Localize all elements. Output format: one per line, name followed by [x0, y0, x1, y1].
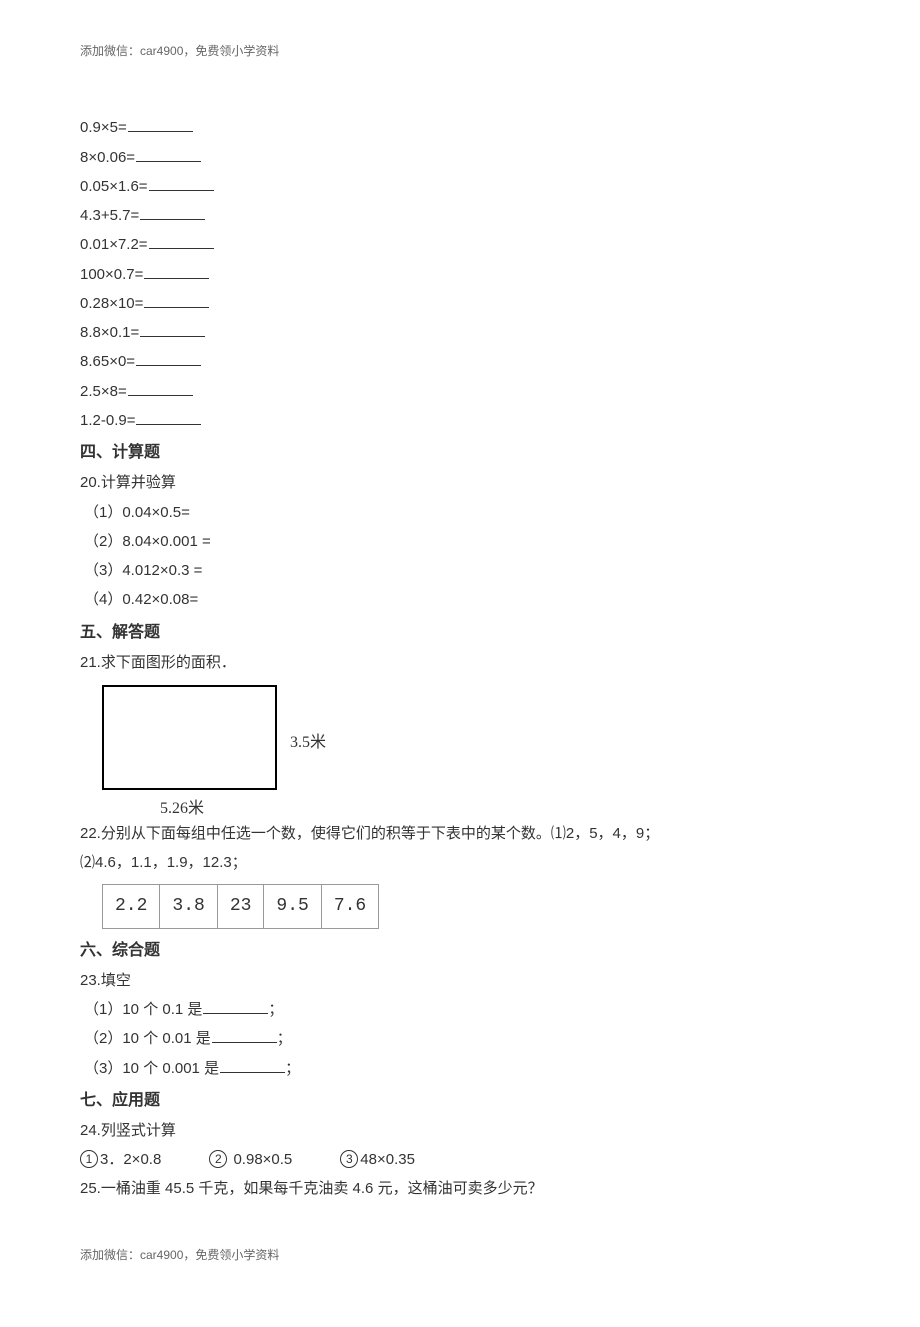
table-cell: 2.2	[103, 884, 160, 928]
q23-suffix: ；	[277, 1030, 292, 1047]
calc-expr: 4.3+5.7=	[80, 207, 139, 224]
calc-expr: 8.65×0=	[80, 353, 135, 370]
blank	[140, 322, 205, 337]
q24-item: 13．2×0.8	[80, 1145, 161, 1174]
section-7-title: 七、应用题	[80, 1085, 840, 1116]
q23-prefix: （2）10 个 0.01 是	[84, 1030, 211, 1047]
q24-text: 3．2×0.8	[100, 1151, 161, 1168]
blank	[136, 410, 201, 425]
blank	[128, 117, 193, 132]
calc-expr: 0.28×10=	[80, 295, 143, 312]
calc-line: 0.01×7.2=	[80, 230, 840, 259]
table-cell: 23	[217, 884, 264, 928]
blank	[140, 205, 205, 220]
calc-line: 8.8×0.1=	[80, 318, 840, 347]
q24-item: 348×0.35	[340, 1145, 415, 1174]
q24-item: 2 0.98×0.5	[209, 1145, 292, 1174]
circled-number-icon: 3	[340, 1150, 358, 1168]
q23-lead: 23.填空	[80, 966, 840, 995]
calc-line: 8×0.06=	[80, 143, 840, 172]
q20-item: （3）4.012×0.3 =	[80, 556, 840, 585]
q23-suffix: ；	[268, 1001, 283, 1018]
q20-lead: 20.计算并验算	[80, 468, 840, 497]
calc-line: 8.65×0=	[80, 347, 840, 376]
calc-expr: 8×0.06=	[80, 149, 135, 166]
blank	[203, 999, 268, 1014]
blank	[144, 264, 209, 279]
table-row: 2.2 3.8 23 9.5 7.6	[103, 884, 379, 928]
calc-block: 0.9×5= 8×0.06= 0.05×1.6= 4.3+5.7= 0.01×7…	[80, 113, 840, 435]
blank	[136, 147, 201, 162]
q20-item: （1）0.04×0.5=	[80, 498, 840, 527]
q23-item: （2）10 个 0.01 是 ；	[80, 1024, 840, 1053]
calc-line: 4.3+5.7=	[80, 201, 840, 230]
q22-line-b: ⑵4.6，1.1，1.9，12.3；	[80, 848, 840, 877]
blank	[128, 381, 193, 396]
table-cell: 7.6	[321, 884, 378, 928]
header-watermark: 添加微信：car4900，免费领小学资料	[80, 40, 840, 63]
q23-item: （1）10 个 0.1 是 ；	[80, 995, 840, 1024]
q23-prefix: （1）10 个 0.1 是	[84, 1001, 202, 1018]
blank	[149, 234, 214, 249]
q20-item: （4）0.42×0.08=	[80, 585, 840, 614]
rectangle-figure: 3.5米 5.26米	[102, 685, 382, 815]
calc-expr: 1.2-0.9=	[80, 412, 135, 429]
q23-item: （3）10 个 0.001 是 ；	[80, 1054, 840, 1083]
rect-width-label: 5.26米	[160, 793, 204, 824]
blank	[220, 1058, 285, 1073]
rectangle-shape	[102, 685, 277, 790]
calc-expr: 2.5×8=	[80, 383, 127, 400]
calc-line: 2.5×8=	[80, 377, 840, 406]
calc-line: 0.9×5=	[80, 113, 840, 142]
circled-number-icon: 1	[80, 1150, 98, 1168]
q22-table: 2.2 3.8 23 9.5 7.6	[102, 884, 379, 929]
q24-text: 0.98×0.5	[229, 1151, 292, 1168]
q25-text: 25.一桶油重 45.5 千克，如果每千克油卖 4.6 元，这桶油可卖多少元？	[80, 1174, 840, 1203]
calc-line: 0.05×1.6=	[80, 172, 840, 201]
q24-row: 13．2×0.8 2 0.98×0.5 348×0.35	[80, 1145, 840, 1174]
calc-expr: 0.01×7.2=	[80, 236, 148, 253]
section-6-title: 六、综合题	[80, 935, 840, 966]
q20-item: （2）8.04×0.001 =	[80, 527, 840, 556]
calc-line: 100×0.7=	[80, 260, 840, 289]
q24-text: 48×0.35	[360, 1151, 415, 1168]
rect-height-label: 3.5米	[290, 727, 326, 758]
blank	[149, 176, 214, 191]
q24-lead: 24.列竖式计算	[80, 1116, 840, 1145]
section-4-title: 四、计算题	[80, 437, 840, 468]
q21-lead: 21.求下面图形的面积．	[80, 648, 840, 677]
calc-expr: 8.8×0.1=	[80, 324, 139, 341]
calc-expr: 100×0.7=	[80, 266, 143, 283]
q23-suffix: ；	[285, 1060, 300, 1077]
table-cell: 3.8	[160, 884, 217, 928]
blank	[212, 1028, 277, 1043]
q23-prefix: （3）10 个 0.001 是	[84, 1060, 219, 1077]
circled-number-icon: 2	[209, 1150, 227, 1168]
calc-line: 1.2-0.9=	[80, 406, 840, 435]
table-cell: 9.5	[264, 884, 321, 928]
calc-expr: 0.05×1.6=	[80, 178, 148, 195]
blank	[136, 351, 201, 366]
calc-line: 0.28×10=	[80, 289, 840, 318]
blank	[144, 293, 209, 308]
section-5-title: 五、解答题	[80, 617, 840, 648]
calc-expr: 0.9×5=	[80, 119, 127, 136]
footer-watermark: 添加微信：car4900，免费领小学资料	[80, 1244, 840, 1267]
